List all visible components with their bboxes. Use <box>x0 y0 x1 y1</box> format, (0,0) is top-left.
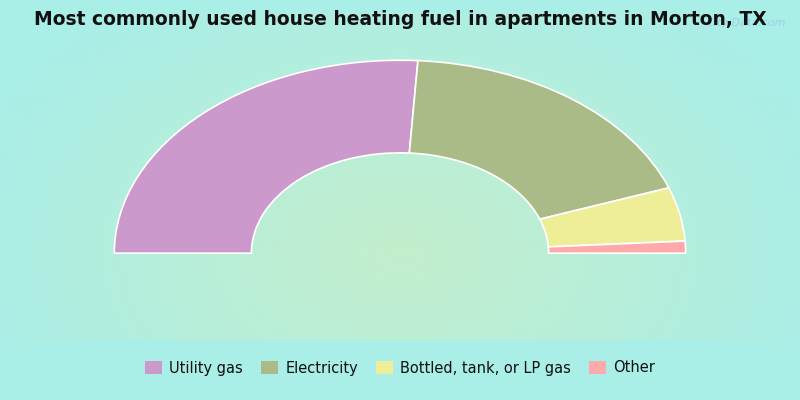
Wedge shape <box>548 241 686 253</box>
Wedge shape <box>410 61 669 219</box>
Text: Most commonly used house heating fuel in apartments in Morton, TX: Most commonly used house heating fuel in… <box>34 10 766 29</box>
Wedge shape <box>114 60 418 253</box>
Wedge shape <box>540 188 685 247</box>
Text: City-Data.com: City-Data.com <box>706 18 786 28</box>
Legend: Utility gas, Electricity, Bottled, tank, or LP gas, Other: Utility gas, Electricity, Bottled, tank,… <box>138 355 662 381</box>
